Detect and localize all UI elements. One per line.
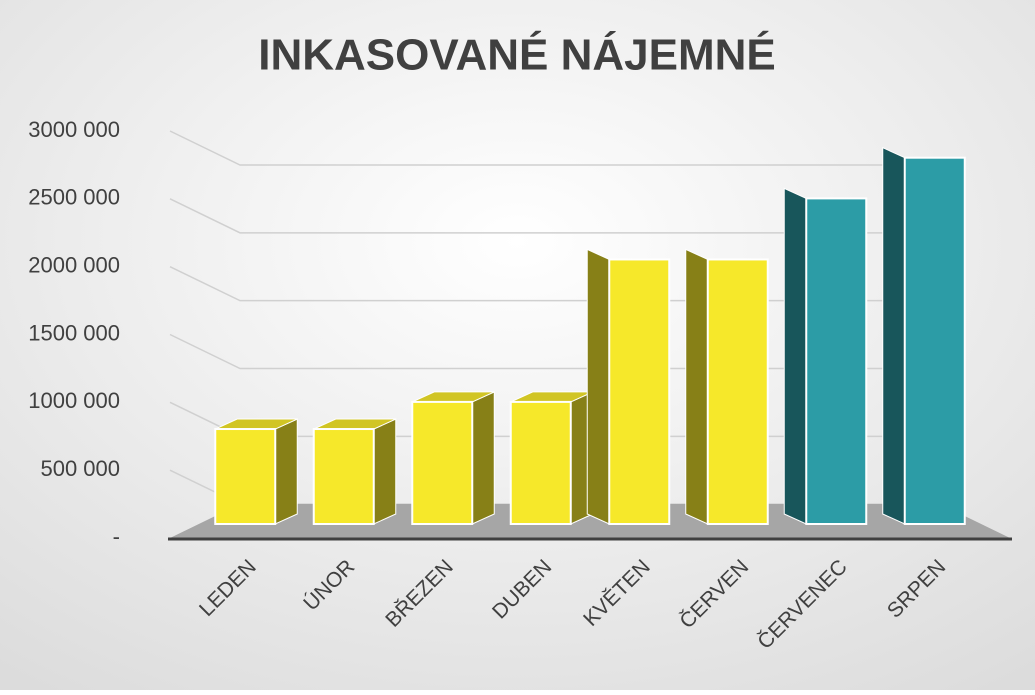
bar-side (471, 391, 495, 525)
y-tick-label: 500 000 (40, 456, 120, 481)
y-tick-label: 2000 000 (28, 252, 120, 277)
bar (805, 197, 868, 525)
bar (509, 400, 572, 525)
y-tick-label: 2500 000 (28, 185, 120, 210)
bar (214, 428, 277, 525)
bar-side (373, 418, 397, 525)
grid-line (169, 130, 940, 166)
bar-side (783, 187, 807, 525)
bar (411, 400, 474, 525)
bar-side (586, 248, 610, 525)
bar-side (685, 248, 709, 525)
y-tick-label: 1500 000 (28, 320, 120, 345)
y-tick-label: 1000 000 (28, 388, 120, 413)
chart-title: INKASOVANÉ NÁJEMNÉ (258, 30, 775, 80)
bar (706, 258, 769, 525)
bar-side (274, 418, 298, 525)
bar (903, 156, 966, 525)
bar (312, 428, 375, 525)
bar-side (882, 146, 906, 525)
y-tick-label: - (113, 524, 120, 549)
y-tick-label: 3000 000 (28, 117, 120, 142)
grid-line (169, 198, 940, 234)
bar (608, 258, 671, 525)
